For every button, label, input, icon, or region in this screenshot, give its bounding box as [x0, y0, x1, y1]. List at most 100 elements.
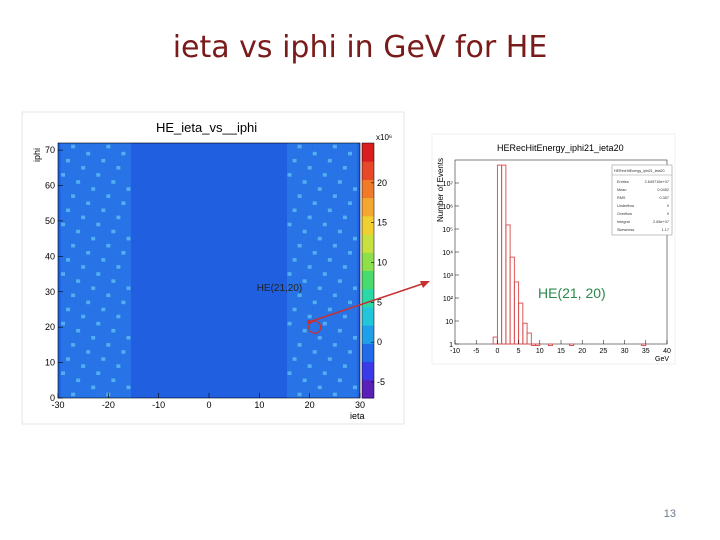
stats-row-label: Overflow	[617, 212, 632, 216]
heatmap-cell	[292, 208, 297, 213]
colorbar-tick-label: 5	[377, 297, 382, 307]
heatmap-cell	[322, 371, 327, 375]
heatmap-y-ticks: 0 10 20 30 40 50 60 70	[45, 145, 63, 403]
heatmap-column	[327, 143, 333, 398]
heatmap-cell	[292, 357, 297, 361]
heatmap-panel: HE_ieta_vs__iphi -5 0 5 10 15 20 x10⁶ -30 -20 -1…	[21, 111, 405, 425]
heatmap-cell	[302, 229, 307, 234]
heatmap-cell	[307, 166, 312, 170]
stats-box-frame	[611, 164, 673, 236]
histogram-y-tick-label: 1	[449, 342, 453, 349]
histogram-x-tick-label: 30	[621, 348, 629, 355]
colorbar-tick-label: 15	[377, 218, 387, 228]
histogram-bin	[547, 343, 553, 346]
heatmap-cell	[347, 251, 352, 255]
heatmap-cell	[76, 328, 81, 333]
heatmap-cell	[106, 194, 111, 198]
heatmap-cell	[342, 364, 347, 368]
histogram-x-tick-label: 15	[557, 348, 565, 355]
heatmap-cell	[292, 158, 297, 163]
slide-title: ieta vs iphi in GeV for HE	[172, 30, 548, 65]
histogram-y-label: Number of Events	[436, 158, 445, 222]
colorbar-tick-label: 10	[377, 258, 387, 268]
histogram-x-label: GeV	[655, 356, 669, 363]
histogram-y-ticks: 1 10 10² 10³ 10⁴ 10⁵ 10⁶ 10⁷	[442, 181, 459, 349]
heatmap-cell	[307, 265, 312, 269]
heatmap-cell	[342, 166, 347, 170]
heatmap-cell	[71, 293, 76, 298]
stats-row-label: Skewness	[617, 228, 634, 232]
heatmap-y-tick-label: 70	[45, 145, 55, 155]
stats-row-value: 2.649716e+07	[645, 180, 669, 184]
heatmap-cell	[111, 229, 116, 234]
heatmap-cell	[91, 336, 96, 340]
heatmap-cell	[111, 328, 116, 333]
stats-row-label: RMS	[617, 196, 626, 200]
heatmap-cell	[307, 215, 312, 220]
heatmap-cell	[292, 258, 297, 262]
heatmap-cell	[327, 208, 332, 213]
heatmap-cell	[96, 371, 101, 375]
connector-arrow-line	[308, 282, 426, 323]
heatmap-cell	[332, 293, 337, 298]
colorbar-segment	[362, 234, 374, 253]
heatmap-column	[125, 143, 131, 398]
heatmap-cell	[96, 173, 101, 177]
heatmap-column	[95, 143, 101, 398]
stats-row-label: Mean	[617, 188, 627, 192]
heatmap-cell	[81, 265, 86, 269]
connector-arrow-tail	[307, 320, 311, 324]
heatmap-cell	[111, 180, 116, 184]
heatmap-cell	[302, 328, 307, 333]
heatmap-x-tick-label: 30	[355, 400, 365, 410]
heatmap-cell	[322, 222, 327, 227]
colorbar-segment	[362, 197, 374, 217]
colorbar-tick-label: 20	[377, 178, 387, 188]
heatmap-cell	[312, 251, 317, 255]
heatmap-cell	[317, 236, 322, 241]
heatmap-cell	[337, 279, 342, 283]
heatmap-cell	[106, 243, 111, 248]
heatmap-x-tick-label: -30	[51, 400, 64, 410]
heatmap-cell	[66, 357, 71, 361]
histogram-panel: HERecHitEnergy_iphi21_ieta20 -10 -5 0 5 10 15…	[431, 133, 676, 365]
heatmap-cell	[332, 144, 337, 149]
histogram-x-tick-label: 5	[517, 348, 521, 355]
heatmap-cell	[121, 350, 126, 354]
heatmap-cell	[332, 194, 337, 198]
heatmap-cell	[121, 201, 126, 205]
heatmap-column	[342, 143, 348, 398]
colorbar-segment	[362, 179, 374, 199]
histogram-y-tick-label: 10²	[443, 296, 454, 303]
heatmap-cell	[66, 208, 71, 213]
heatmap-cell	[126, 236, 131, 241]
heatmap-cell	[76, 229, 81, 234]
heatmap-cell	[71, 194, 76, 198]
heatmap-cell	[76, 180, 81, 184]
heatmap-cell	[342, 314, 347, 319]
heatmap-cell	[101, 158, 106, 163]
heatmap-cell	[106, 343, 111, 347]
heatmap-x-label: ieta	[350, 411, 365, 421]
colorbar-segment	[362, 143, 374, 162]
heatmap-title: HE_ieta_vs__iphi	[156, 120, 257, 135]
heatmap-column	[322, 143, 328, 398]
stats-row-label: Underflow	[617, 204, 634, 208]
histogram-title: HERecHitEnergy_iphi21_ieta20	[497, 143, 624, 153]
histogram-x-ticks: -10 -5 0 5 10 15 20 25 30 35 40	[450, 340, 671, 355]
colorbar-segment	[362, 325, 374, 344]
histogram-y-tick-label: 10⁷	[443, 181, 454, 188]
histogram-x-tick-label: 10	[536, 348, 544, 355]
heatmap-cell	[337, 180, 342, 184]
heatmap-cell	[71, 243, 76, 248]
stats-box-title: HERecHitEnergy_iphi21_ieta20	[614, 169, 665, 173]
heatmap-column	[65, 143, 71, 398]
heatmap-cell	[81, 314, 86, 319]
heatmap-cell	[86, 251, 91, 255]
histogram-y-tick-label: 10⁴	[442, 250, 453, 257]
heatmap-column	[75, 143, 81, 398]
heatmap-column	[115, 143, 121, 398]
heatmap-cell	[337, 378, 342, 383]
heatmap-cell	[332, 343, 337, 347]
heatmap-y-tick-label: 30	[45, 287, 55, 297]
